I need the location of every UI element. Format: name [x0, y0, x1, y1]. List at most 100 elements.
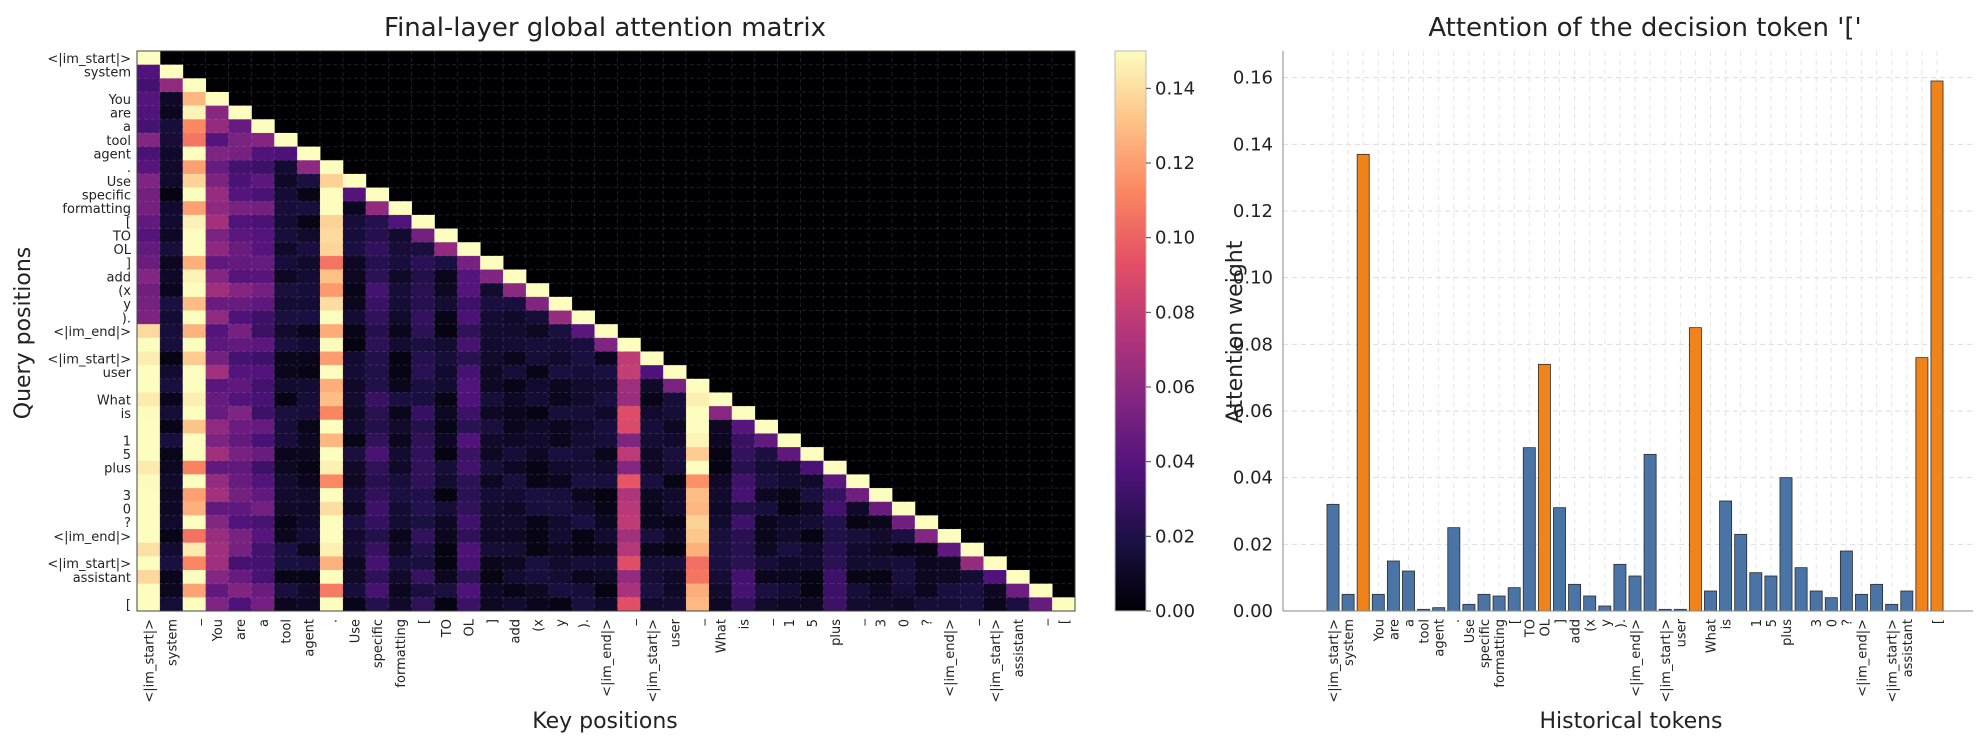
- heatmap-cell: [891, 529, 916, 544]
- heatmap-cell: [137, 269, 161, 284]
- heatmap-cell: [731, 556, 756, 571]
- heatmap-cell: [503, 474, 527, 489]
- heatmap-cell: [159, 556, 184, 571]
- heatmap-cell: [228, 447, 252, 462]
- heatmap-cell: [731, 501, 756, 516]
- heatmap-cell: [434, 296, 458, 311]
- heatmap-cell: [137, 296, 161, 311]
- bar-x-ticks: <|im_start|> system You are a tool agent. Use sp…: [1327, 618, 1946, 702]
- heatmap-cell: [274, 337, 298, 352]
- heatmap-x-ticks: <|im_start|> system _ You are a tool agent. Use s…: [142, 618, 1072, 702]
- bar-x-tick-label: TO: [1523, 619, 1538, 638]
- heatmap-cell: [434, 269, 458, 284]
- heatmap-cell: [320, 160, 344, 175]
- bar-x-tick-label: <|im_end|>: [1629, 619, 1644, 697]
- heatmap-x-tick-label: 1: [783, 619, 798, 627]
- heatmap-cell: [388, 570, 412, 585]
- heatmap-cell: [205, 296, 229, 311]
- heatmap-cell: [205, 173, 229, 188]
- heatmap-cell: [388, 269, 412, 284]
- heatmap-cell: [800, 515, 824, 530]
- heatmap-cell: [228, 365, 252, 380]
- heatmap-cell: [228, 255, 252, 270]
- heatmap-cell: [891, 597, 916, 612]
- heatmap-cell: [480, 269, 504, 284]
- heatmap-x-tick-label: Use: [348, 619, 363, 643]
- heatmap-cell: [480, 378, 504, 393]
- heatmap-cell: [274, 515, 298, 530]
- heatmap-cell: [342, 351, 367, 366]
- heatmap-cell: [411, 255, 435, 270]
- heatmap-cell: [137, 146, 161, 161]
- heatmap-cell: [159, 460, 184, 475]
- heatmap-cell: [228, 501, 252, 516]
- heatmap-cell: [503, 392, 527, 407]
- heatmap-cell: [548, 351, 573, 366]
- heatmap-cell: [388, 501, 412, 516]
- heatmap-cell: [365, 570, 390, 585]
- heatmap-cell: [228, 187, 252, 202]
- heatmap-cell: [388, 365, 412, 380]
- heatmap-cell: [617, 392, 641, 407]
- bar: [1477, 593, 1491, 612]
- heatmap-cell: [525, 392, 550, 407]
- bar-y-ticks: 0.00 0.02 0.04 0.06 0.08 0.10 0.12 0.14 0.16: [1233, 68, 1273, 622]
- heatmap-cell: [457, 324, 481, 339]
- heatmap-cell: [937, 597, 962, 612]
- heatmap-cell: [411, 515, 435, 530]
- heatmap-cell: [320, 515, 344, 530]
- heatmap-cell: [548, 433, 573, 448]
- heatmap-cell: [388, 583, 412, 598]
- heatmap-cell: [342, 283, 367, 298]
- heatmap-x-tick-label: y: [554, 619, 569, 627]
- heatmap-cell: [365, 242, 390, 257]
- heatmap-cell: [686, 570, 710, 585]
- heatmap-cell: [411, 570, 435, 585]
- heatmap-x-tick-label: TO: [440, 619, 455, 638]
- bar-series: [1326, 80, 1944, 612]
- heatmap-cell: [182, 228, 207, 243]
- heatmap-cell: [891, 515, 916, 530]
- heatmap-cell: [411, 365, 435, 380]
- heatmap-cell: [182, 283, 207, 298]
- heatmap-cell: [251, 583, 275, 598]
- heatmap-cell: [182, 310, 207, 325]
- heatmap-cell: [480, 474, 504, 489]
- heatmap-cell: [548, 570, 573, 585]
- heatmap-cell: [365, 310, 390, 325]
- heatmap-cell: [731, 474, 756, 489]
- heatmap-cell: [823, 597, 847, 612]
- heatmap-cell: [548, 542, 573, 557]
- heatmap-cell: [182, 597, 207, 612]
- heatmap-cell: [228, 460, 252, 475]
- heatmap-cell: [571, 515, 595, 530]
- heatmap-cell: [960, 583, 984, 598]
- heatmap-cell: [297, 419, 321, 434]
- heatmap-cell: [708, 515, 733, 530]
- heatmap-cell: [182, 255, 207, 270]
- heatmap-cell: [342, 214, 367, 229]
- heatmap-cell: [846, 597, 870, 612]
- heatmap-cell: [411, 296, 435, 311]
- heatmap-cell: [388, 597, 412, 612]
- bar-y-tick-label: 0.14: [1233, 134, 1273, 155]
- heatmap-cell: [548, 583, 573, 598]
- heatmap-cell: [525, 529, 550, 544]
- heatmap-cell: [205, 187, 229, 202]
- heatmap-cell: [274, 529, 298, 544]
- heatmap-cell: [228, 173, 252, 188]
- bar-x-tick-label: <|im_start|>: [1327, 619, 1342, 703]
- heatmap-cell: [342, 392, 367, 407]
- heatmap-cell: [571, 447, 595, 462]
- heatmap-cell: [548, 488, 573, 503]
- heatmap-cell: [777, 542, 801, 557]
- heatmap-cell: [640, 406, 664, 421]
- heatmap-cell: [320, 542, 344, 557]
- heatmap-cell: [365, 542, 390, 557]
- heatmap-cell: [182, 529, 207, 544]
- colorbar: 0.00 0.02 0.04 0.06 0.08 0.10 0.12 0.14: [1114, 50, 1195, 622]
- heatmap-cell: [411, 351, 435, 366]
- heatmap-cell: [800, 556, 824, 571]
- heatmap-cell: [205, 91, 229, 107]
- bar-y-tick-label: 0.08: [1233, 334, 1273, 355]
